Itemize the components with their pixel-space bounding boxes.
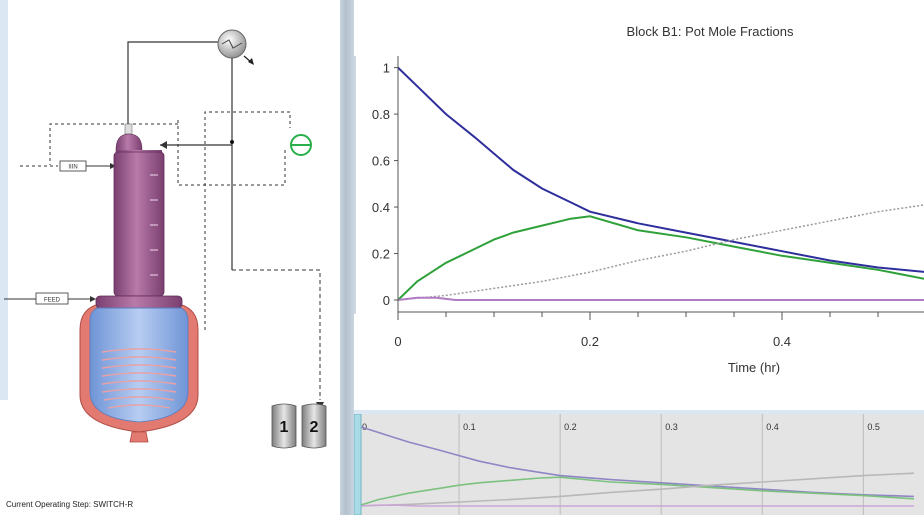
feed-tag[interactable]: FEED [35, 292, 69, 305]
flowsheet-panel[interactable]: IIIN FEED [0, 0, 340, 515]
flowsheet-canvas: IIIN FEED [0, 0, 327, 449]
overview-range-handle[interactable] [354, 414, 362, 515]
series-line-2 [397, 215, 924, 301]
y-tick-label: 0.6 [372, 154, 390, 169]
control-line-3 [49, 123, 178, 165]
chart-title: Block B1: Pot Mole Fractions [627, 24, 794, 39]
overview-series-4 [357, 504, 914, 507]
reboiler-pot[interactable] [79, 295, 199, 443]
overview-tick-label: 0 [362, 422, 367, 432]
overview-tick-label: 0.1 [463, 422, 476, 432]
overview-tick-label: 0.5 [867, 422, 880, 432]
vapor-line [127, 41, 218, 128]
reflux-arrow [160, 141, 167, 149]
series-line-1 [397, 66, 924, 273]
svg-text:1: 1 [280, 419, 289, 436]
receiver-drum-1[interactable]: 1 [271, 403, 297, 449]
y-tick-label: 0.2 [372, 247, 390, 262]
overview-series-1 [357, 425, 914, 498]
status-text: Current Operating Step: SWITCH-R [6, 500, 134, 509]
y-tick-label: 0.4 [372, 200, 390, 215]
distillate-line [232, 269, 321, 400]
condenser-icon[interactable] [217, 29, 254, 65]
x-tick-label: 0 [394, 334, 401, 349]
overview-tick-label: 0.3 [665, 422, 678, 432]
plot-panel[interactable]: Block B1: Pot Mole Fractions 0 0.2 0.4 0.6 0… [354, 0, 924, 410]
y-tick-label: 0.8 [372, 107, 390, 122]
controller-icon[interactable] [290, 134, 312, 156]
x-axis-label: Time (hr) [728, 360, 780, 375]
overview-chart: 0 0.1 0.2 0.3 0.4 0.5 [354, 414, 924, 515]
svg-text:FEED: FEED [44, 298, 61, 304]
stream-tag[interactable]: IIIN [59, 160, 87, 172]
main-chart: Block B1: Pot Mole Fractions 0 0.2 0.4 0.6 0… [354, 24, 924, 375]
panel-edge [0, 0, 8, 400]
y-tick-label: 1 [383, 61, 390, 76]
control-line-2 [204, 111, 291, 330]
x-tick-label: 0.2 [581, 334, 599, 349]
pane-splitter[interactable] [340, 0, 354, 515]
series-line-4 [397, 296, 924, 301]
x-tick-label: 0.4 [773, 334, 791, 349]
receiver-drum-2[interactable]: 2 [301, 403, 327, 449]
svg-text:2: 2 [310, 419, 319, 436]
overview-navigator[interactable]: 0 0.1 0.2 0.3 0.4 0.5 [354, 414, 924, 515]
distillation-column[interactable] [113, 123, 165, 297]
split-node [230, 140, 234, 144]
y-tick-label: 0 [383, 293, 390, 308]
feed-arrow [90, 296, 96, 302]
overview-tick-label: 0.4 [766, 422, 779, 432]
overview-series-2 [357, 476, 914, 507]
control-line-1 [177, 120, 286, 186]
overview-tick-label: 0.2 [564, 422, 577, 432]
overview-series-3 [357, 472, 914, 507]
series-line-3 [397, 204, 924, 301]
svg-text:IIIN: IIIN [68, 165, 77, 171]
